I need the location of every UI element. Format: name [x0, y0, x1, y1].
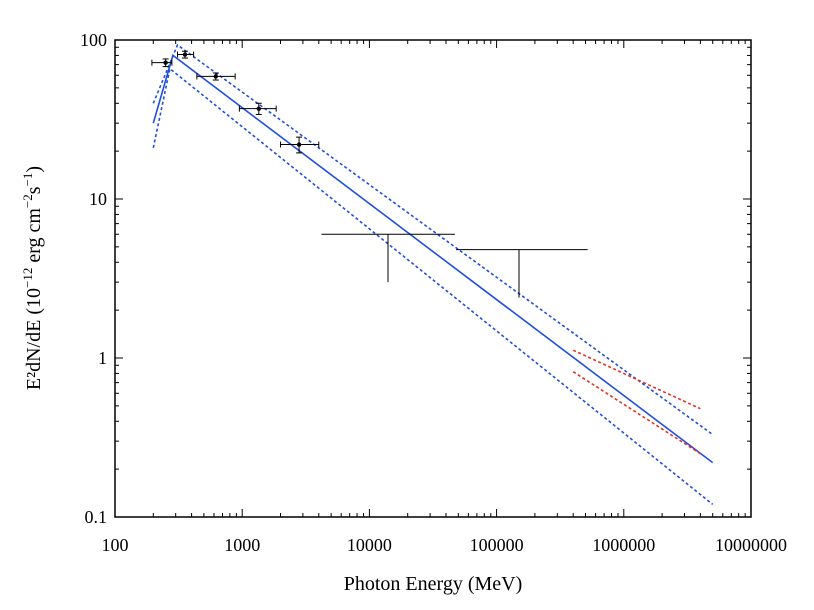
y-tick-label: 0.1: [85, 507, 108, 527]
x-tick-label: 10000: [347, 535, 392, 555]
x-tick-label: 100000: [470, 535, 524, 555]
y-tick-labels: 0.1 1 10 100: [80, 30, 107, 527]
y-tick-label: 100: [80, 30, 107, 50]
data-point: [163, 60, 168, 65]
data-point: [182, 52, 188, 57]
x-tick-label: 10000000: [715, 535, 787, 555]
data-point: [213, 74, 218, 79]
plot-frame: [114, 39, 752, 518]
y-axis-title-s: s: [23, 186, 45, 194]
series-line-alt-upper: [572, 349, 701, 410]
data-points: [151, 50, 320, 154]
series-line-model-lower: [152, 67, 714, 506]
axis-ticks: [114, 40, 751, 518]
model-lines: [152, 43, 714, 506]
upper-limits: [321, 233, 588, 298]
y-axis-title-close: ): [23, 166, 45, 173]
data-point: [296, 142, 302, 147]
series-line-model: [152, 54, 714, 464]
series-line-alt-lower: [572, 371, 701, 455]
x-tick-label: 100: [102, 535, 129, 555]
y-axis-title-exp3: −1: [20, 173, 35, 187]
y-axis-title-main: E²dN/dE (10: [23, 288, 45, 390]
x-tick-label: 1000: [224, 535, 260, 555]
y-axis-title-exp2: −2: [20, 194, 35, 208]
x-axis-title: Photon Energy (MeV): [344, 573, 523, 595]
x-tick-label: 1000000: [592, 535, 655, 555]
y-tick-label: 1: [98, 348, 107, 368]
data-point: [256, 106, 261, 111]
y-tick-label: 10: [89, 189, 107, 209]
y-axis-title-mid: erg cm: [23, 208, 45, 268]
x-tick-labels: 100 1000 10000 100000 1000000 10000000: [102, 535, 788, 555]
series-line-model-upper: [152, 43, 714, 436]
y-axis-title-exp1: −12: [20, 268, 35, 288]
y-axis-title: E²dN/dE (10−12 erg cm−2s−1): [20, 166, 45, 390]
